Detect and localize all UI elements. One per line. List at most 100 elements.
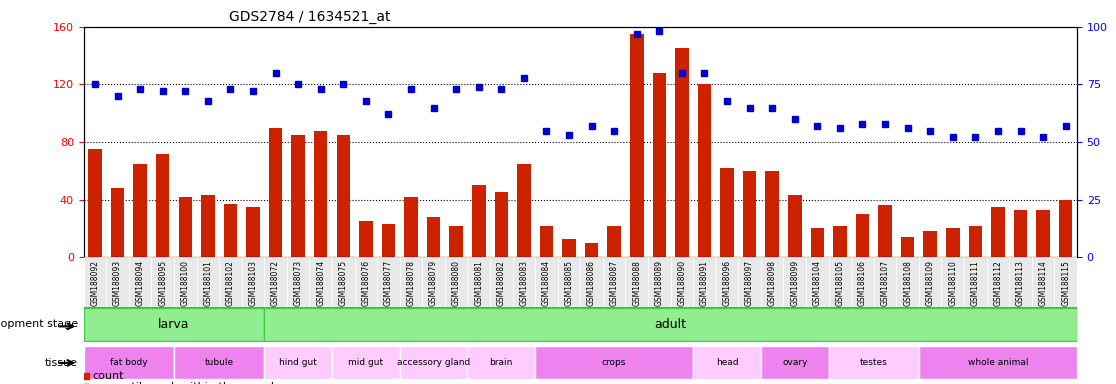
Bar (991, 207, 1004, 257)
Bar (468, 257, 490, 307)
Bar (1009, 257, 1032, 307)
Bar (264, 257, 287, 307)
Text: brain: brain (490, 358, 513, 367)
Text: GSM188094: GSM188094 (136, 260, 145, 306)
Bar (355, 257, 377, 307)
Bar (648, 257, 671, 307)
Bar (287, 257, 309, 307)
Text: GSM188106: GSM188106 (858, 260, 867, 306)
Text: GSM188089: GSM188089 (655, 260, 664, 306)
Bar (852, 257, 874, 307)
Text: GSM188073: GSM188073 (294, 260, 302, 306)
Text: GSM188085: GSM188085 (565, 260, 574, 306)
Text: accessory gland: accessory gland (397, 358, 470, 367)
Bar (128, 257, 152, 307)
Bar (828, 257, 852, 307)
Bar (134, 164, 147, 257)
Text: GSM188080: GSM188080 (452, 260, 461, 306)
Text: GSM188114: GSM188114 (1039, 260, 1048, 306)
Bar (517, 164, 531, 257)
Bar (693, 257, 715, 307)
Text: GSM188110: GSM188110 (949, 260, 958, 306)
Bar (269, 127, 282, 257)
Text: GSM188095: GSM188095 (158, 260, 167, 306)
Text: count: count (93, 371, 124, 381)
Bar (901, 237, 914, 257)
Text: percentile rank within the sample: percentile rank within the sample (93, 382, 280, 384)
Text: GSM188084: GSM188084 (542, 260, 551, 306)
Bar (174, 257, 196, 307)
Text: GSM188113: GSM188113 (1016, 260, 1024, 306)
Text: GSM188083: GSM188083 (519, 260, 528, 306)
Text: hind gut: hind gut (279, 358, 317, 367)
Bar (445, 257, 468, 307)
Text: GSM188086: GSM188086 (587, 260, 596, 306)
Bar (964, 257, 987, 307)
Bar (223, 204, 238, 257)
Text: GDS2784 / 1634521_at: GDS2784 / 1634521_at (229, 10, 391, 23)
Bar (512, 257, 536, 307)
Bar (671, 257, 693, 307)
Text: GSM188096: GSM188096 (722, 260, 732, 306)
Bar (607, 226, 620, 257)
Bar (856, 214, 869, 257)
Bar (810, 228, 824, 257)
Bar (625, 257, 648, 307)
Bar (585, 243, 598, 257)
Bar (88, 149, 102, 257)
Text: GSM188090: GSM188090 (677, 260, 686, 306)
Bar (377, 257, 400, 307)
Bar (1013, 210, 1027, 257)
Bar (472, 185, 485, 257)
Bar (629, 34, 644, 257)
Text: tubule: tubule (204, 358, 233, 367)
Text: GSM188081: GSM188081 (474, 260, 483, 306)
Bar (264, 308, 1077, 341)
Text: tissue: tissue (45, 358, 78, 368)
Text: GSM188101: GSM188101 (203, 260, 212, 306)
Bar (494, 192, 508, 257)
Bar (1059, 200, 1072, 257)
Text: testes: testes (860, 358, 887, 367)
Text: GSM188103: GSM188103 (249, 260, 258, 306)
Text: GSM188100: GSM188100 (181, 260, 190, 306)
Bar (156, 154, 170, 257)
Bar (693, 346, 761, 379)
Text: GSM188092: GSM188092 (90, 260, 99, 306)
Bar (152, 257, 174, 307)
Bar (314, 131, 327, 257)
Bar (1055, 257, 1077, 307)
Bar (743, 171, 757, 257)
Bar (1032, 257, 1055, 307)
Text: mid gut: mid gut (348, 358, 384, 367)
Bar (896, 257, 918, 307)
Bar (106, 257, 128, 307)
Bar (291, 135, 305, 257)
Bar (739, 257, 761, 307)
Bar (426, 217, 441, 257)
Bar (309, 257, 333, 307)
Text: GSM188098: GSM188098 (768, 260, 777, 306)
Text: GSM188104: GSM188104 (812, 260, 821, 306)
Bar (333, 346, 400, 379)
Bar (1037, 210, 1050, 257)
Bar (788, 195, 801, 257)
Text: GSM188099: GSM188099 (790, 260, 799, 306)
Bar (761, 346, 828, 379)
Bar (247, 207, 260, 257)
Bar (783, 257, 806, 307)
Text: GSM188077: GSM188077 (384, 260, 393, 306)
Text: GSM188088: GSM188088 (633, 260, 642, 306)
Bar (201, 195, 214, 257)
Text: GSM188075: GSM188075 (339, 260, 348, 306)
Text: GSM188076: GSM188076 (362, 260, 371, 306)
Text: GSM188079: GSM188079 (429, 260, 439, 306)
Bar (923, 231, 937, 257)
Text: adult: adult (655, 318, 686, 331)
Text: whole animal: whole animal (968, 358, 1028, 367)
Bar (196, 257, 219, 307)
Bar (942, 257, 964, 307)
Bar (84, 257, 106, 307)
Text: GSM188107: GSM188107 (881, 260, 889, 306)
Bar (675, 48, 689, 257)
